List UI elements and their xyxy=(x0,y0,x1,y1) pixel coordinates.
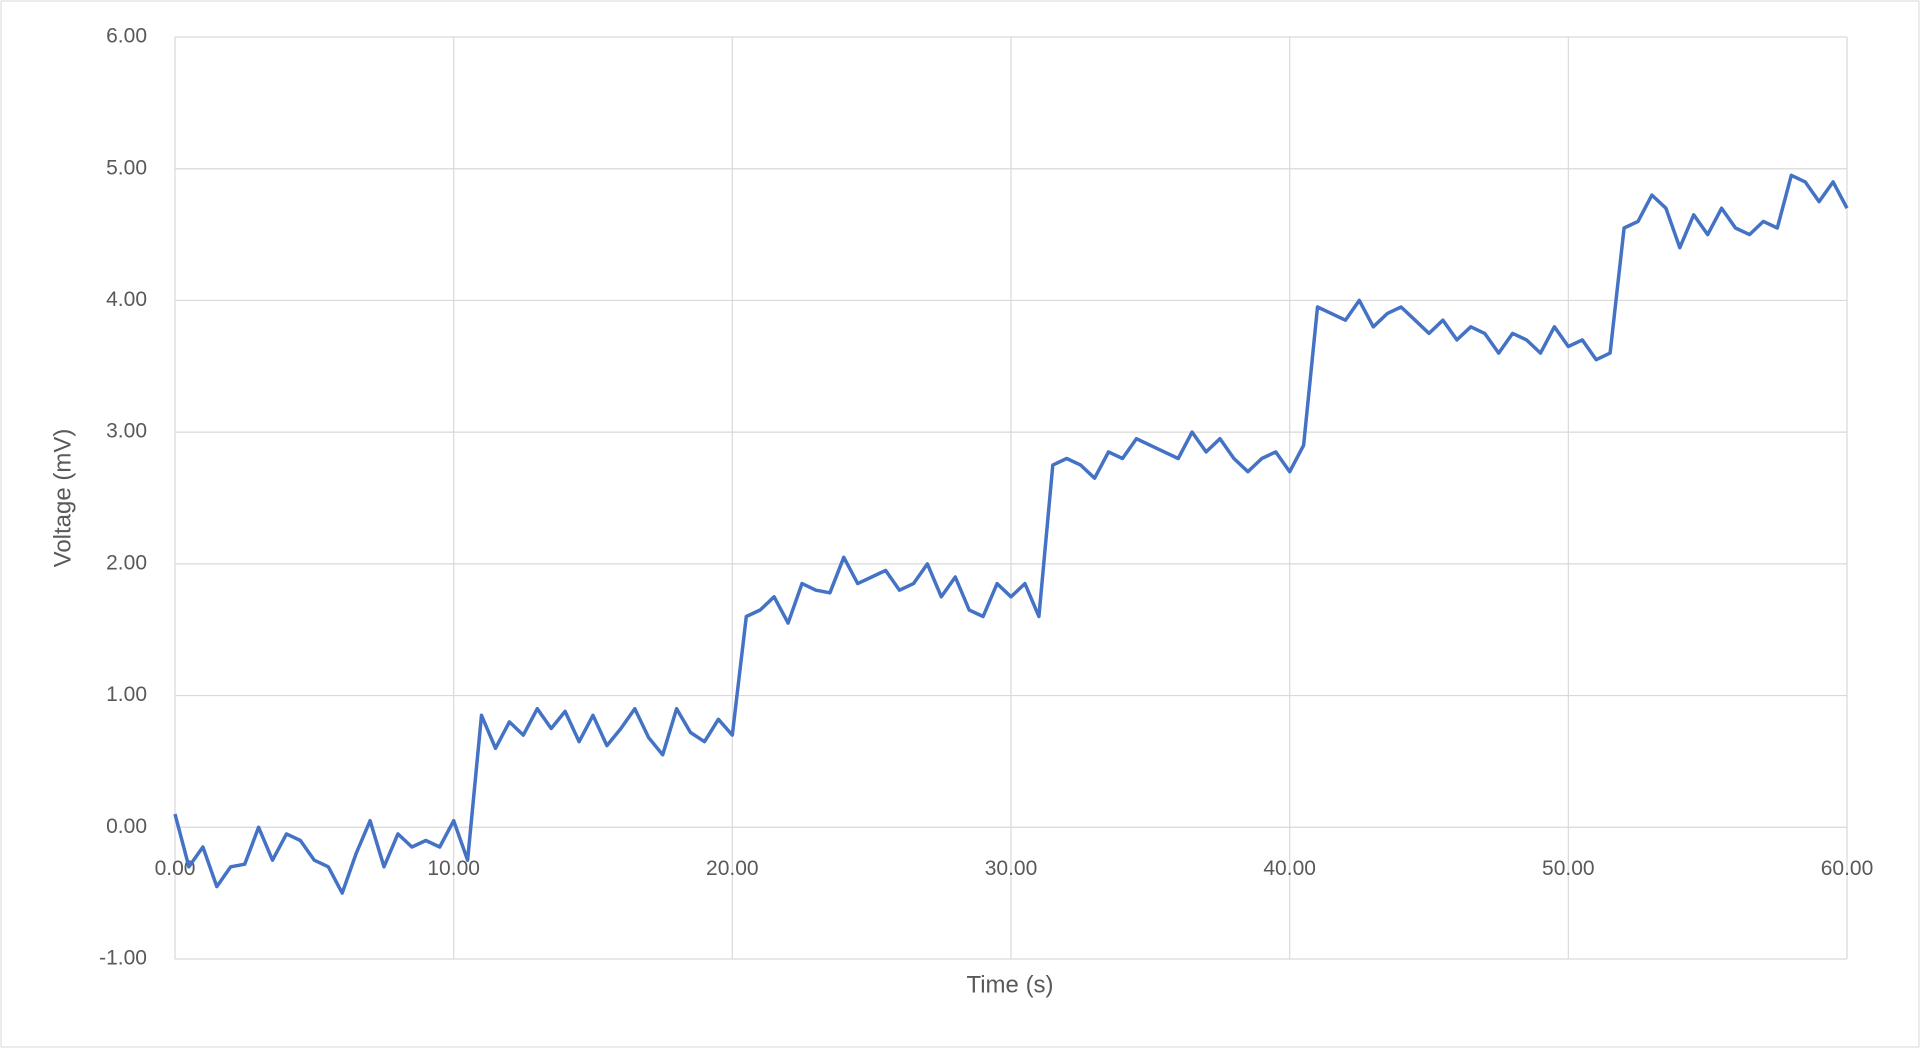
x-tick-label: 0.00 xyxy=(155,857,196,880)
y-axis-label: Voltage (mV) xyxy=(49,429,76,568)
x-tick-label: 10.00 xyxy=(427,857,480,880)
x-tick-label: 50.00 xyxy=(1542,857,1595,880)
y-tick-label: 0.00 xyxy=(106,815,147,838)
y-tick-label: -1.00 xyxy=(99,947,147,970)
x-tick-label: 20.00 xyxy=(706,857,759,880)
y-tick-label: 2.00 xyxy=(106,551,147,574)
y-tick-label: 4.00 xyxy=(106,288,147,311)
x-axis-label: Time (s) xyxy=(966,971,1053,998)
y-tick-label: 6.00 xyxy=(106,25,147,48)
x-tick-label: 40.00 xyxy=(1263,857,1316,880)
x-tick-label: 30.00 xyxy=(985,857,1038,880)
y-tick-label: 3.00 xyxy=(106,420,147,443)
y-tick-label: 5.00 xyxy=(106,156,147,179)
y-tick-label: 1.00 xyxy=(106,683,147,706)
x-tick-label: 60.00 xyxy=(1821,857,1874,880)
data-line xyxy=(173,173,1849,895)
